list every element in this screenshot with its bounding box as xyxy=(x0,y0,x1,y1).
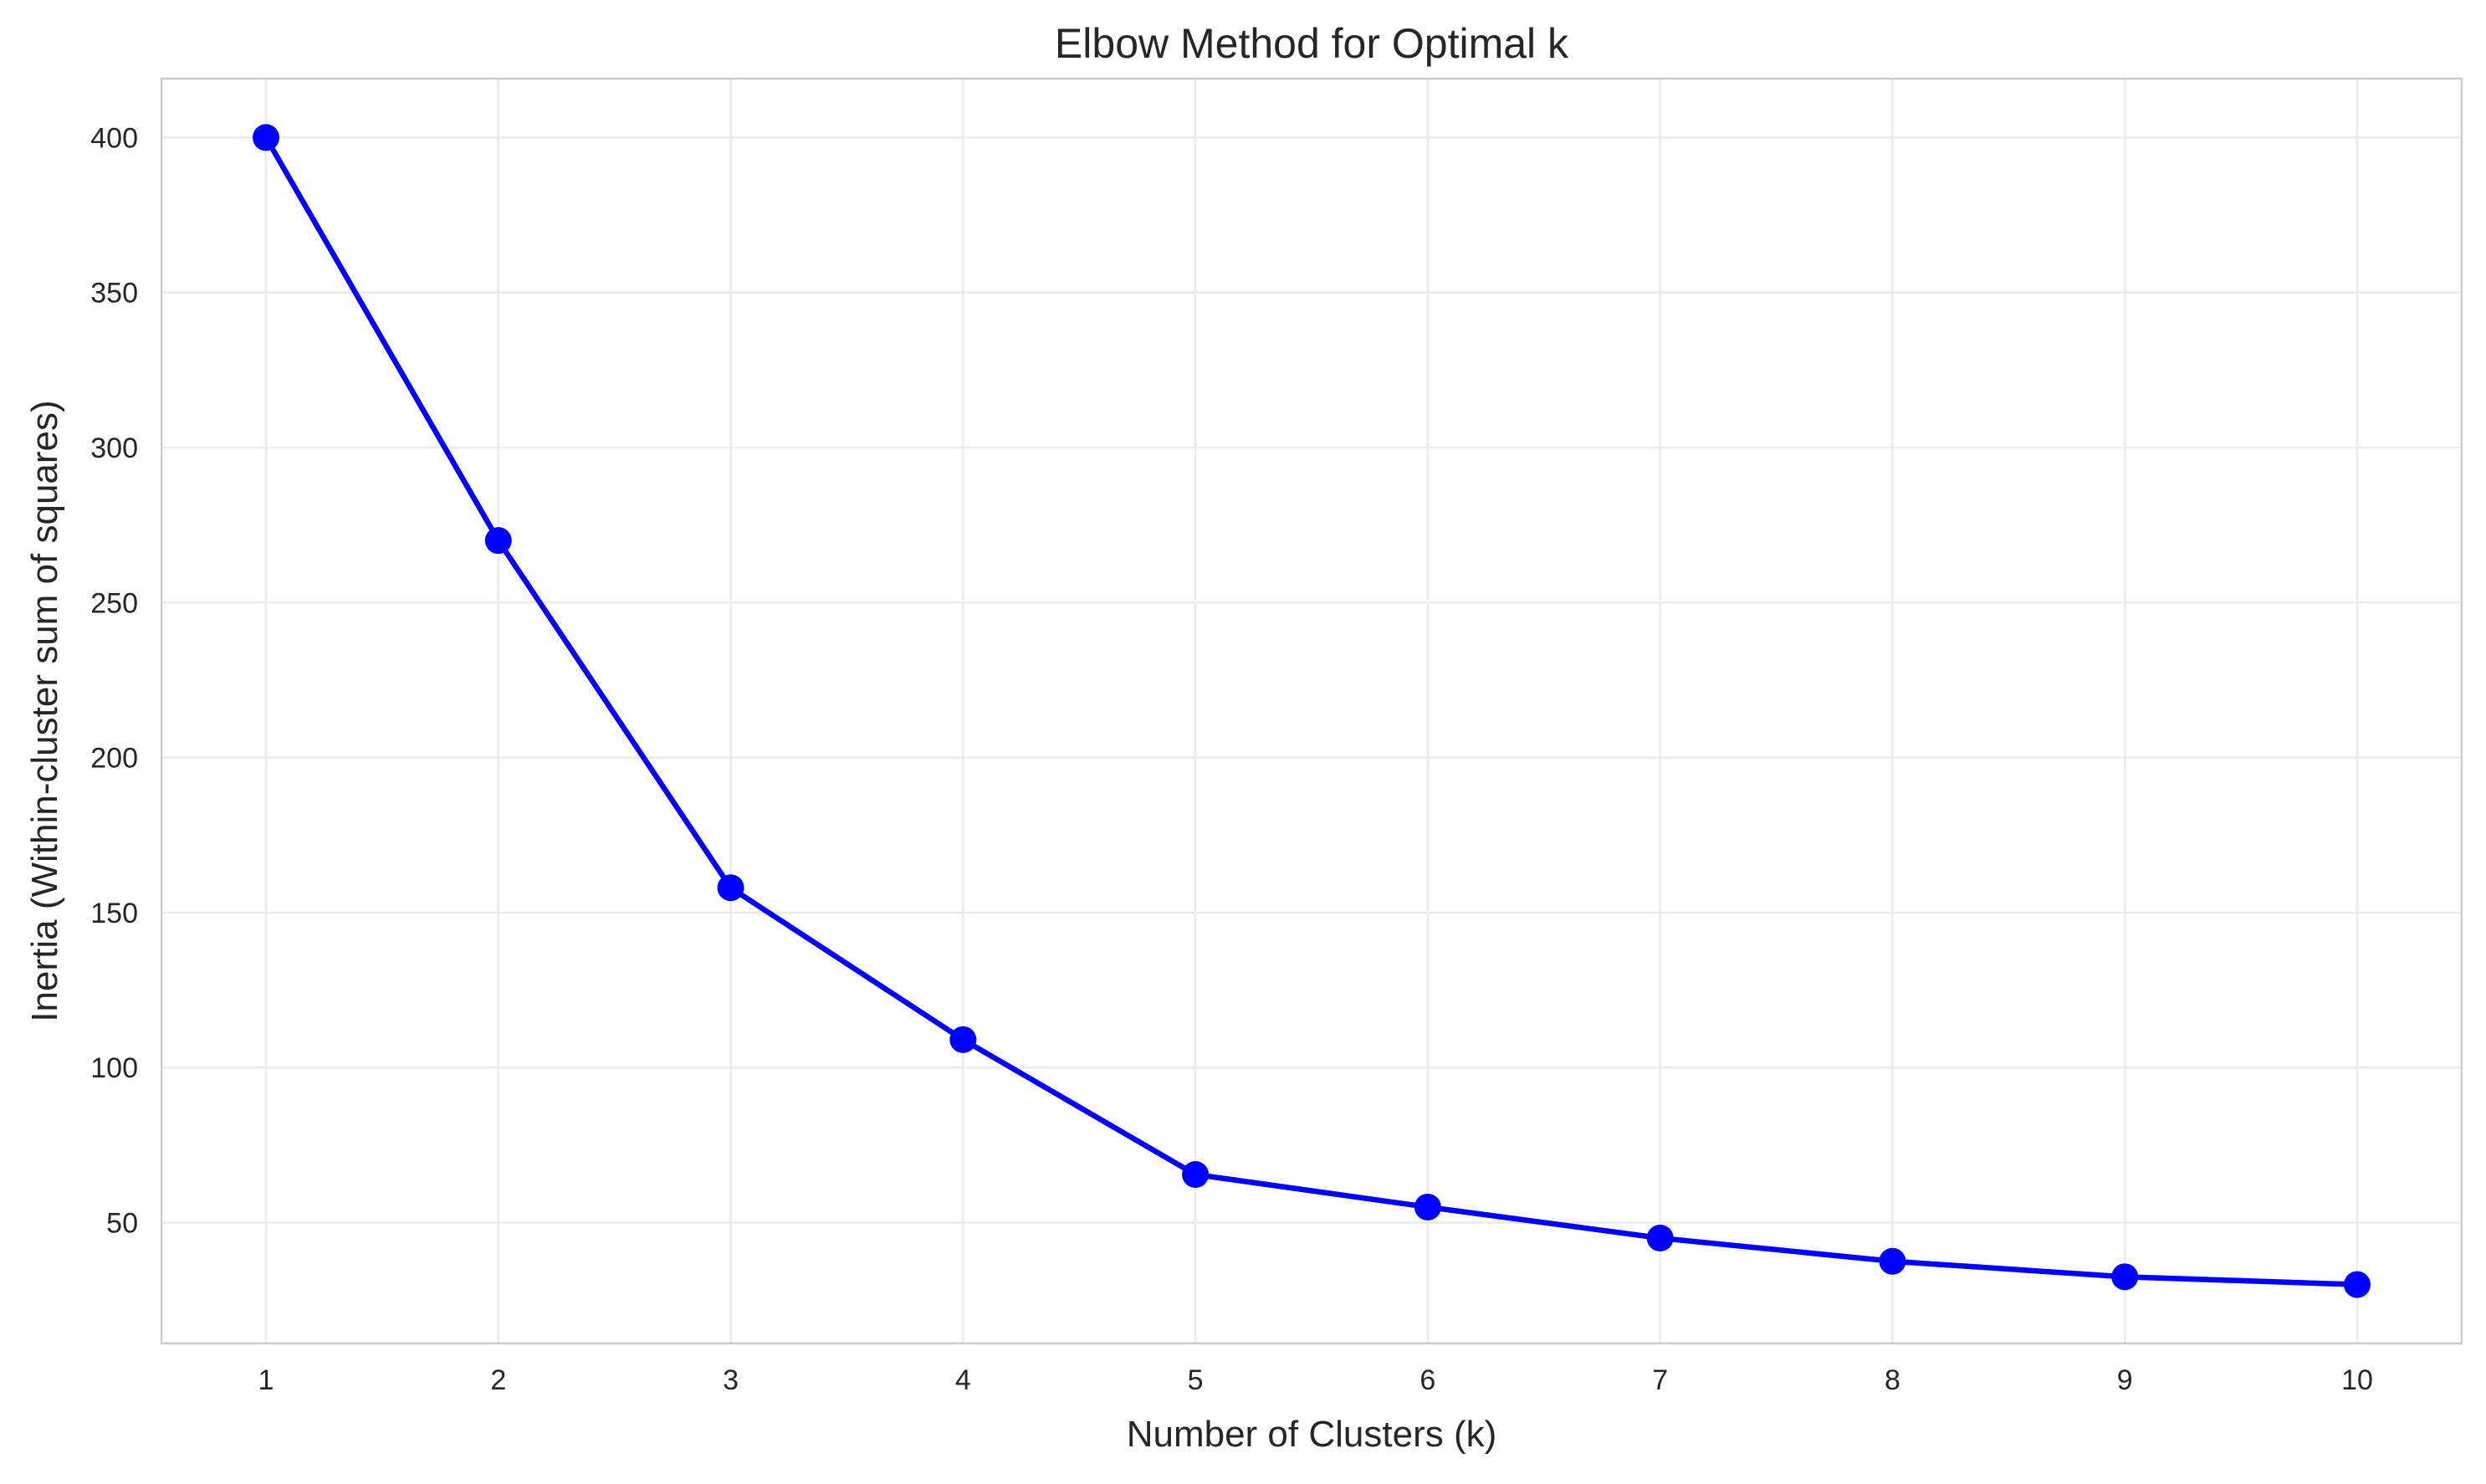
x-tick-label: 5 xyxy=(1188,1364,1204,1396)
x-tick-label: 9 xyxy=(2117,1364,2133,1396)
tick-layer: 1 2 3 4 5 6 7 8 9 10 50 100 150 200 250 300 350 400 xyxy=(90,122,2373,1396)
x-tick-label: 6 xyxy=(1419,1364,1435,1396)
y-tick-label: 250 xyxy=(90,587,138,619)
data-point xyxy=(1879,1247,1906,1275)
x-tick-label: 2 xyxy=(490,1364,506,1396)
data-point xyxy=(949,1026,977,1053)
y-axis-label: Inertia (Within-cluster sum of squares) xyxy=(24,400,65,1021)
y-tick-label: 100 xyxy=(90,1052,138,1084)
y-tick-label: 50 xyxy=(106,1207,138,1239)
x-axis-label: Number of Clusters (k) xyxy=(1127,1414,1497,1455)
series-layer xyxy=(253,124,2371,1298)
data-point xyxy=(2344,1271,2371,1298)
x-tick-label: 1 xyxy=(258,1364,274,1396)
x-tick-label: 10 xyxy=(2341,1364,2373,1396)
x-tick-label: 7 xyxy=(1652,1364,1668,1396)
y-tick-label: 200 xyxy=(90,743,138,775)
x-tick-label: 4 xyxy=(955,1364,971,1396)
chart-title: Elbow Method for Optimal k xyxy=(1055,20,1569,67)
series-line xyxy=(263,135,2361,1287)
data-point xyxy=(253,124,279,151)
y-tick-label: 150 xyxy=(90,898,138,929)
data-point xyxy=(2111,1263,2139,1291)
y-tick-label: 400 xyxy=(90,122,138,154)
data-point xyxy=(1414,1193,1441,1220)
x-tick-label: 8 xyxy=(1885,1364,1900,1396)
y-tick-label: 350 xyxy=(90,278,138,310)
plot-frame xyxy=(160,77,2463,1345)
data-point xyxy=(1646,1225,1674,1251)
data-point xyxy=(484,527,512,555)
data-point xyxy=(1182,1161,1210,1189)
data-point xyxy=(717,874,744,902)
x-tick-label: 3 xyxy=(723,1364,739,1396)
grid-layer xyxy=(161,79,2462,1343)
y-tick-label: 300 xyxy=(90,432,138,464)
